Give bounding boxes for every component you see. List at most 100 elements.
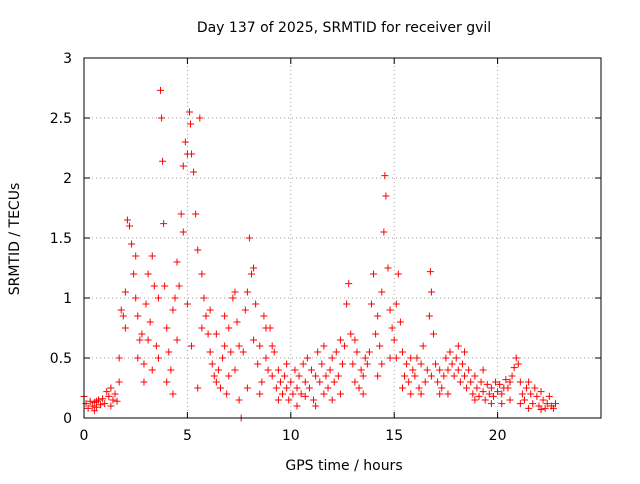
data-point [394, 270, 402, 278]
data-point [510, 364, 518, 372]
data-point [225, 372, 233, 380]
data-point [537, 406, 545, 414]
data-point [138, 330, 146, 338]
data-point [245, 234, 253, 242]
data-point [123, 216, 131, 224]
data-point [235, 396, 243, 404]
data-point [268, 372, 276, 380]
data-point [545, 392, 553, 400]
data-point [169, 390, 177, 398]
data-point [336, 390, 344, 398]
data-point [359, 390, 367, 398]
data-point [446, 348, 454, 356]
data-point [403, 360, 411, 368]
data-point [520, 396, 528, 404]
data-point [392, 300, 400, 308]
data-point [423, 366, 431, 374]
data-point [125, 222, 133, 230]
data-point [471, 396, 479, 404]
data-point [541, 404, 549, 412]
data-point [181, 138, 189, 146]
data-point [274, 396, 282, 404]
data-point [165, 348, 173, 356]
data-point [167, 366, 175, 374]
data-point [301, 392, 309, 400]
data-point [196, 114, 204, 122]
data-point [295, 372, 303, 380]
data-point [314, 348, 322, 356]
x-tick-label: 15 [385, 428, 403, 444]
data-point [154, 354, 162, 362]
data-point [427, 288, 435, 296]
data-point [119, 312, 127, 320]
data-point [140, 360, 148, 368]
data-point [140, 378, 148, 386]
data-point [88, 402, 96, 410]
data-point [179, 162, 187, 170]
data-point [283, 384, 291, 392]
axis-ticks: 0 5 10 15 20 0 0.5 1 1.5 2 2.5 3 [50, 51, 601, 444]
data-point [92, 397, 100, 405]
data-point [523, 384, 531, 392]
data-point [235, 342, 243, 350]
data-point [291, 366, 299, 374]
data-point [260, 312, 268, 320]
data-point [132, 252, 140, 260]
data-point [332, 348, 340, 356]
data-point [479, 366, 487, 374]
data-point [345, 280, 353, 288]
data-point [115, 354, 123, 362]
x-tick-label: 0 [80, 428, 89, 444]
y-tick-label: 0.5 [50, 351, 72, 367]
data-point [407, 390, 415, 398]
data-point [454, 342, 462, 350]
data-point [487, 384, 495, 392]
data-point [163, 324, 171, 332]
data-point [343, 300, 351, 308]
data-point [204, 330, 212, 338]
data-point [543, 400, 551, 408]
data-point [219, 354, 227, 362]
data-point [376, 342, 384, 350]
data-point [334, 372, 342, 380]
data-point [212, 330, 220, 338]
data-point [417, 360, 425, 368]
data-point [229, 294, 237, 302]
data-point [496, 380, 504, 388]
data-point [243, 288, 251, 296]
data-point [361, 354, 369, 362]
data-point [90, 407, 98, 415]
data-point [473, 384, 481, 392]
data-point [254, 360, 262, 368]
data-point [223, 390, 231, 398]
data-point [454, 366, 462, 374]
data-point [353, 348, 361, 356]
data-point [97, 401, 105, 409]
data-point [436, 366, 444, 374]
y-tick-label: 3 [63, 51, 72, 67]
data-point [533, 392, 541, 400]
data-point [479, 388, 487, 396]
data-point [187, 120, 195, 128]
data-point [212, 378, 220, 386]
y-tick-label: 2 [63, 171, 72, 187]
data-point [386, 354, 394, 362]
data-point [221, 342, 229, 350]
data-point [506, 396, 514, 404]
data-point [134, 312, 142, 320]
data-point [516, 378, 524, 386]
data-point [529, 400, 537, 408]
data-point [502, 376, 510, 384]
data-point [351, 378, 359, 386]
data-point [336, 336, 344, 344]
data-point [121, 288, 129, 296]
data-point [316, 378, 324, 386]
data-point [142, 300, 150, 308]
x-tick-label: 20 [489, 428, 507, 444]
data-point [355, 384, 363, 392]
data-point [109, 396, 117, 404]
data-point [241, 306, 249, 314]
data-point [324, 384, 332, 392]
y-tick-label: 1.5 [50, 231, 72, 247]
